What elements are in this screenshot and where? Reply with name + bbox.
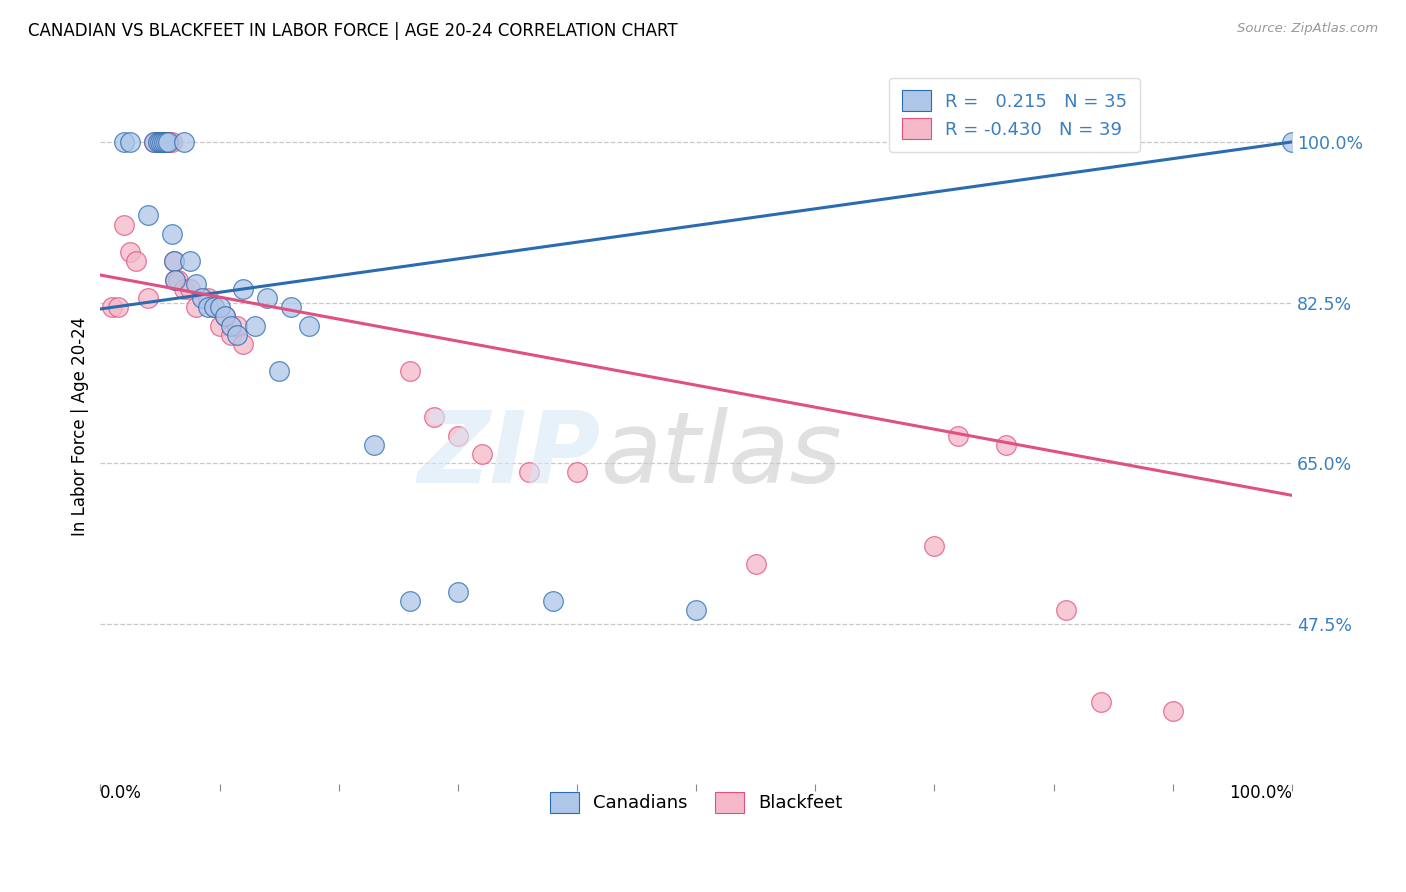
Point bbox=[221, 327, 243, 342]
Point bbox=[166, 272, 188, 286]
Point bbox=[179, 282, 201, 296]
Point bbox=[994, 438, 1017, 452]
Point bbox=[143, 135, 166, 149]
Point bbox=[423, 410, 446, 425]
Point bbox=[163, 254, 186, 268]
Point bbox=[685, 603, 707, 617]
Point bbox=[107, 300, 129, 314]
Point bbox=[744, 557, 766, 571]
Point bbox=[226, 327, 249, 342]
Point bbox=[146, 135, 169, 149]
Point bbox=[136, 208, 159, 222]
Point bbox=[280, 300, 302, 314]
Text: atlas: atlas bbox=[600, 407, 842, 504]
Text: 0.0%: 0.0% bbox=[100, 784, 142, 803]
Point bbox=[173, 282, 195, 296]
Point bbox=[155, 135, 177, 149]
Point bbox=[208, 300, 231, 314]
Text: Source: ZipAtlas.com: Source: ZipAtlas.com bbox=[1237, 22, 1378, 36]
Point bbox=[1090, 695, 1112, 709]
Point bbox=[165, 272, 187, 286]
Point bbox=[155, 135, 177, 149]
Point bbox=[197, 291, 219, 305]
Point bbox=[363, 438, 385, 452]
Text: 100.0%: 100.0% bbox=[1229, 784, 1292, 803]
Point bbox=[517, 466, 540, 480]
Point bbox=[226, 318, 249, 333]
Point bbox=[143, 135, 166, 149]
Point bbox=[1054, 603, 1077, 617]
Point bbox=[179, 254, 201, 268]
Point bbox=[208, 318, 231, 333]
Point bbox=[202, 300, 225, 314]
Y-axis label: In Labor Force | Age 20-24: In Labor Force | Age 20-24 bbox=[72, 317, 89, 536]
Point bbox=[184, 277, 207, 292]
Point bbox=[399, 594, 422, 608]
Point bbox=[163, 254, 186, 268]
Point bbox=[197, 300, 219, 314]
Point bbox=[184, 300, 207, 314]
Point bbox=[136, 291, 159, 305]
Point bbox=[232, 282, 254, 296]
Point bbox=[1281, 135, 1303, 149]
Point bbox=[256, 291, 278, 305]
Point bbox=[214, 310, 236, 324]
Point bbox=[159, 135, 181, 149]
Point bbox=[447, 584, 470, 599]
Point bbox=[924, 539, 946, 553]
Point bbox=[1161, 704, 1184, 718]
Point bbox=[267, 364, 290, 378]
Point bbox=[120, 245, 142, 260]
Point bbox=[565, 466, 588, 480]
Point bbox=[173, 135, 195, 149]
Point bbox=[298, 318, 321, 333]
Point bbox=[232, 337, 254, 351]
Text: CANADIAN VS BLACKFEET IN LABOR FORCE | AGE 20-24 CORRELATION CHART: CANADIAN VS BLACKFEET IN LABOR FORCE | A… bbox=[28, 22, 678, 40]
Point bbox=[214, 310, 236, 324]
Point bbox=[541, 594, 564, 608]
Point bbox=[149, 135, 172, 149]
Point bbox=[160, 227, 183, 241]
Point bbox=[160, 135, 183, 149]
Point bbox=[149, 135, 172, 149]
Point bbox=[399, 364, 422, 378]
Legend: Canadians, Blackfeet: Canadians, Blackfeet bbox=[537, 780, 855, 825]
Point bbox=[221, 318, 243, 333]
Point bbox=[112, 135, 135, 149]
Point bbox=[471, 447, 494, 461]
Point bbox=[101, 300, 124, 314]
Point bbox=[150, 135, 173, 149]
Point bbox=[112, 218, 135, 232]
Point bbox=[190, 291, 212, 305]
Point bbox=[948, 428, 970, 442]
Point bbox=[125, 254, 148, 268]
Point bbox=[120, 135, 142, 149]
Point bbox=[150, 135, 173, 149]
Point bbox=[202, 300, 225, 314]
Point bbox=[245, 318, 267, 333]
Point bbox=[447, 428, 470, 442]
Point bbox=[152, 135, 174, 149]
Point bbox=[157, 135, 180, 149]
Point bbox=[165, 272, 187, 286]
Text: ZIP: ZIP bbox=[418, 407, 600, 504]
Point bbox=[146, 135, 169, 149]
